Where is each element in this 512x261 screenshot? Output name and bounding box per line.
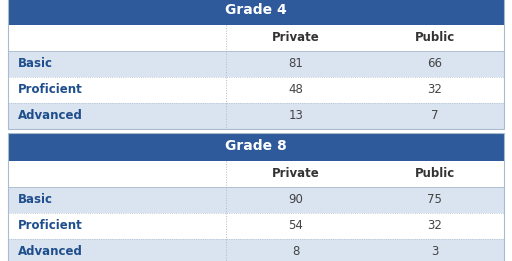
Text: 3: 3 bbox=[431, 245, 438, 258]
Text: 75: 75 bbox=[427, 193, 442, 206]
Bar bbox=[8, 239, 504, 261]
Text: Advanced: Advanced bbox=[18, 245, 83, 258]
Bar bbox=[8, 212, 504, 239]
Bar bbox=[8, 0, 504, 128]
Text: 32: 32 bbox=[427, 83, 442, 96]
Text: Proficient: Proficient bbox=[18, 219, 83, 232]
Text: Public: Public bbox=[414, 167, 455, 180]
Text: Grade 8: Grade 8 bbox=[225, 139, 287, 153]
Bar bbox=[8, 0, 504, 25]
Bar bbox=[8, 76, 504, 103]
Text: Basic: Basic bbox=[18, 57, 53, 70]
Text: Basic: Basic bbox=[18, 193, 53, 206]
Text: Private: Private bbox=[272, 167, 319, 180]
Bar bbox=[8, 133, 504, 261]
Text: Advanced: Advanced bbox=[18, 109, 83, 122]
Text: 81: 81 bbox=[288, 57, 303, 70]
Text: 8: 8 bbox=[292, 245, 300, 258]
Text: 54: 54 bbox=[288, 219, 303, 232]
Text: Proficient: Proficient bbox=[18, 83, 83, 96]
Text: Public: Public bbox=[414, 31, 455, 44]
Text: 7: 7 bbox=[431, 109, 438, 122]
Text: Grade 4: Grade 4 bbox=[225, 3, 287, 17]
Bar bbox=[8, 50, 504, 76]
Text: 90: 90 bbox=[288, 193, 303, 206]
Text: Private: Private bbox=[272, 31, 319, 44]
Bar bbox=[8, 187, 504, 212]
Text: 66: 66 bbox=[427, 57, 442, 70]
Bar bbox=[8, 103, 504, 128]
Text: 13: 13 bbox=[288, 109, 303, 122]
Bar bbox=[8, 133, 504, 161]
Text: 32: 32 bbox=[427, 219, 442, 232]
Bar bbox=[8, 25, 504, 50]
Text: 48: 48 bbox=[288, 83, 303, 96]
Bar bbox=[8, 161, 504, 187]
